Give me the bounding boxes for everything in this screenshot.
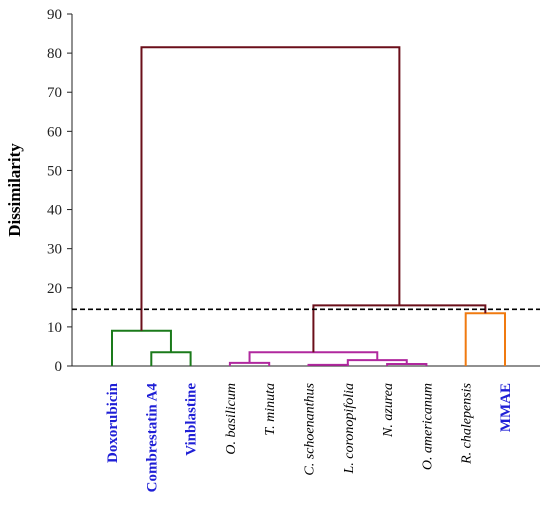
- leaf-label: Combrestatin A4: [144, 383, 160, 493]
- leaf-label: MMAE: [498, 383, 514, 432]
- y-tick-label: 20: [47, 281, 62, 297]
- y-tick-label: 40: [47, 203, 62, 219]
- y-tick-label: 10: [47, 320, 62, 336]
- dendrogram-link: [140, 46, 401, 331]
- dendrogram-link: [150, 351, 192, 366]
- y-tick-label: 50: [47, 163, 62, 179]
- dendrogram-links: [111, 46, 506, 366]
- leaf-label: C. schoenanthus: [303, 382, 318, 475]
- y-tick-label: 30: [47, 242, 62, 258]
- leaf-label: Vinblastine: [184, 383, 200, 456]
- y-tick-label: 70: [47, 85, 62, 101]
- dendrogram-link: [464, 312, 506, 366]
- dendrogram-link: [312, 304, 487, 353]
- y-tick-label: 80: [47, 46, 62, 62]
- leaf-label: O. americanum: [420, 383, 435, 470]
- leaf-label: N. azurea: [381, 383, 396, 438]
- leaf-label: Doxorubicin: [105, 382, 121, 463]
- leaf-label: O. basilicum: [224, 383, 239, 455]
- dendrogram-link: [111, 329, 172, 366]
- leaf-label: L. coronopifolia: [342, 383, 357, 475]
- dendrogram-link: [307, 363, 349, 366]
- y-tick-label: 90: [47, 7, 62, 23]
- leaf-label: T. minuta: [263, 383, 278, 436]
- leaf-label: R. chalepensis: [460, 382, 475, 464]
- y-tick-label: 60: [47, 124, 62, 140]
- y-axis-label: Dissimilarity: [5, 143, 24, 237]
- dendrogram-link: [248, 351, 379, 363]
- y-tick-label: 0: [55, 359, 63, 375]
- y-axis: 0 10 20 30 40 50 60 70 80 90: [47, 7, 540, 375]
- leaf-labels: Doxorubicin Combrestatin A4 Vinblastine O. …: [105, 382, 514, 492]
